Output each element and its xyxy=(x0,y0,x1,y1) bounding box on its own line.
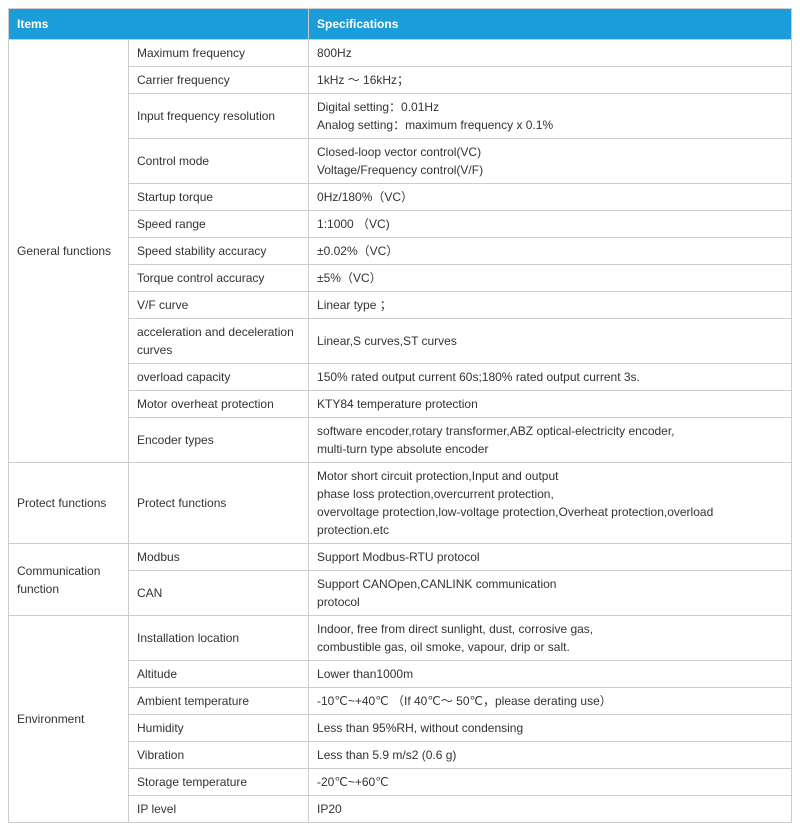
item-value: Motor short circuit protection,Input and… xyxy=(309,463,792,544)
item-value: -10℃~+40℃ （If 40℃～ 50℃，please derating u… xyxy=(309,688,792,715)
item-label: Speed stability accuracy xyxy=(129,238,309,265)
item-label: Vibration xyxy=(129,742,309,769)
item-value: Closed-loop vector control(VC)Voltage/Fr… xyxy=(309,139,792,184)
item-label: Protect functions xyxy=(129,463,309,544)
item-value: Less than 5.9 m/s2 (0.6 g) xyxy=(309,742,792,769)
item-value: 800Hz xyxy=(309,40,792,67)
item-label: Humidity xyxy=(129,715,309,742)
item-label: Startup torque xyxy=(129,184,309,211)
item-label: Installation location xyxy=(129,616,309,661)
item-label: Torque control accuracy xyxy=(129,265,309,292)
item-value: ±0.02%（VC） xyxy=(309,238,792,265)
item-label: Input frequency resolution xyxy=(129,94,309,139)
group-cell: Environment xyxy=(9,616,129,823)
item-value: 1:1000 （VC) xyxy=(309,211,792,238)
item-label: Motor overheat protection xyxy=(129,391,309,418)
item-value: software encoder,rotary transformer,ABZ … xyxy=(309,418,792,463)
item-label: Control mode xyxy=(129,139,309,184)
item-label: Ambient temperature xyxy=(129,688,309,715)
header-row: Items Specifications xyxy=(9,9,792,40)
item-value: Linear,S curves,ST curves xyxy=(309,319,792,364)
item-value: Support CANOpen,CANLINK communicationpro… xyxy=(309,571,792,616)
item-value: IP20 xyxy=(309,796,792,823)
item-label: Encoder types xyxy=(129,418,309,463)
item-value: KTY84 temperature protection xyxy=(309,391,792,418)
item-value: Lower than1000m xyxy=(309,661,792,688)
item-value: ±5%（VC） xyxy=(309,265,792,292)
item-label: acceleration and deceleration curves xyxy=(129,319,309,364)
header-specs: Specifications xyxy=(309,9,792,40)
item-value: 1kHz ～ 16kHz； xyxy=(309,67,792,94)
item-value: Support Modbus-RTU protocol xyxy=(309,544,792,571)
item-label: overload capacity xyxy=(129,364,309,391)
spec-table: Items Specifications General functionsMa… xyxy=(8,8,792,823)
table-row: General functionsMaximum frequency800Hz xyxy=(9,40,792,67)
item-label: Speed range xyxy=(129,211,309,238)
item-label: Storage temperature xyxy=(129,769,309,796)
item-label: CAN xyxy=(129,571,309,616)
table-row: EnvironmentInstallation locationIndoor, … xyxy=(9,616,792,661)
item-label: Altitude xyxy=(129,661,309,688)
item-value: Indoor, free from direct sunlight, dust,… xyxy=(309,616,792,661)
group-cell: Communication function xyxy=(9,544,129,616)
item-label: Maximum frequency xyxy=(129,40,309,67)
item-value: 0Hz/180%（VC） xyxy=(309,184,792,211)
item-value: 150% rated output current 60s;180% rated… xyxy=(309,364,792,391)
table-row: Communication functionModbusSupport Modb… xyxy=(9,544,792,571)
item-label: V/F curve xyxy=(129,292,309,319)
header-items: Items xyxy=(9,9,309,40)
item-label: Modbus xyxy=(129,544,309,571)
group-cell: General functions xyxy=(9,40,129,463)
item-value: Digital setting：0.01HzAnalog setting：max… xyxy=(309,94,792,139)
item-value: Less than 95%RH, without condensing xyxy=(309,715,792,742)
item-value: -20℃~+60℃ xyxy=(309,769,792,796)
item-value: Linear type ； xyxy=(309,292,792,319)
table-row: Protect functionsProtect functionsMotor … xyxy=(9,463,792,544)
item-label: Carrier frequency xyxy=(129,67,309,94)
group-cell: Protect functions xyxy=(9,463,129,544)
item-label: IP level xyxy=(129,796,309,823)
